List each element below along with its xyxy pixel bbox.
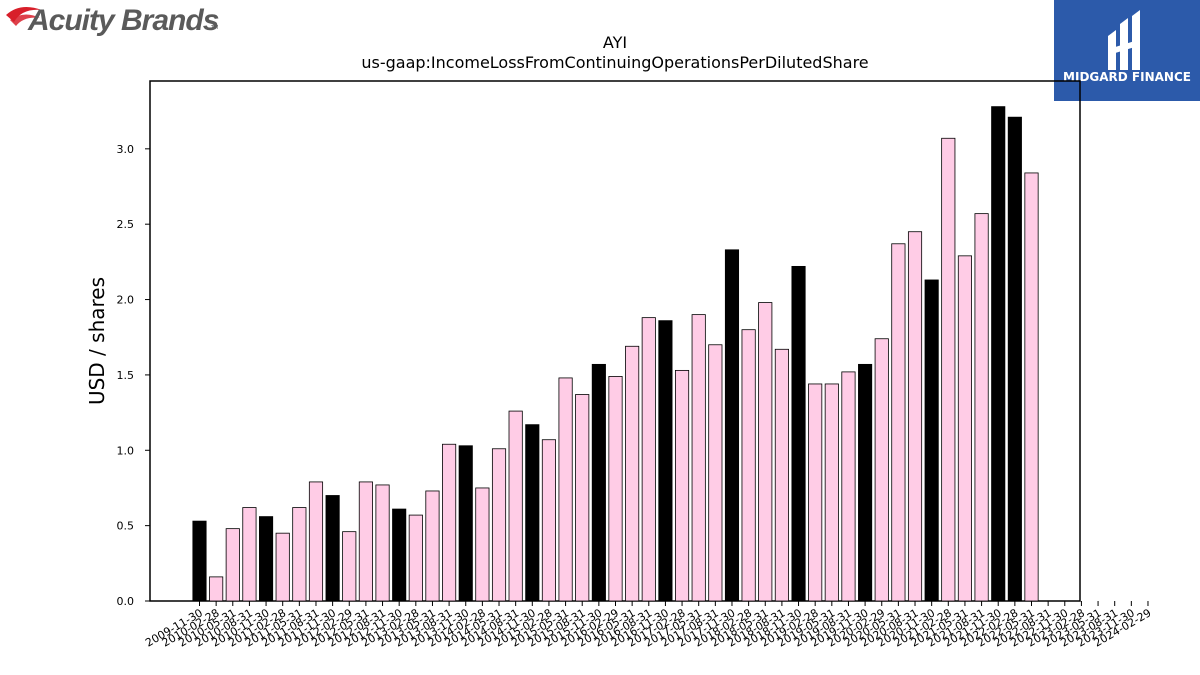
bar-quarterly [541,439,556,602]
bar-quarterly [575,394,590,602]
chart-title: AYI [603,33,627,52]
bar-quarterly [957,255,972,602]
bar-quarterly [691,314,706,602]
bars [192,106,1039,602]
bar-quarterly [824,383,839,602]
bar-quarterly [275,532,290,602]
bar-quarterly [308,481,324,602]
bar-quarterly [342,531,357,602]
acuity-swoosh-icon-secondary [10,14,40,26]
bar-quarterly [508,410,523,602]
bar-quarterly [891,243,906,602]
y-tick-label: 3.0 [117,143,135,156]
y-tick-label: 0.0 [117,595,135,608]
y-tick-label: 2.0 [117,294,135,307]
y-tick-label: 0.5 [117,520,135,533]
y-axis-ticks: 0.0 0.5 1.0 1.5 2.0 2.5 3.0 [117,143,150,608]
bar-annual [325,495,340,602]
acuity-brands-logo: Acuity Brands TM [6,4,220,37]
bar-annual [392,508,407,602]
bar-quarterly [974,213,989,602]
bar-quarterly [675,369,690,602]
bar-quarterly [425,490,440,602]
bar-quarterly [442,443,457,602]
bar-quarterly [941,137,956,602]
y-axis-label: USD / shares [85,277,109,405]
midgard-brand-name: MIDGARD FINANCE [1063,70,1191,84]
bar-annual [724,249,740,602]
bar-quarterly [608,376,623,602]
bar-quarterly [874,338,889,602]
bar-quarterly [225,528,240,602]
bar-annual [192,520,207,602]
logo-trademark: TM [210,25,218,31]
midgard-mark-icon [1108,10,1140,70]
bar-quarterly [1024,172,1039,602]
bar-annual [259,516,274,602]
bar-quarterly [741,329,756,602]
logo-company-name: Acuity Brands [27,4,219,37]
chart-subtitle: us-gaap:IncomeLossFromContinuingOperatio… [361,53,868,72]
bar-annual [525,424,540,602]
bar-quarterly [242,507,257,602]
bar-annual [991,106,1006,602]
x-axis-ticks: 2009-11-302010-02-282010-05-312010-08-31… [143,601,1153,650]
bar-quarterly [774,348,789,602]
bar-quarterly [209,576,224,602]
bar-annual [1007,116,1022,602]
bar-quarterly [625,345,640,602]
bar-quarterly [758,302,773,602]
bar-quarterly [475,487,490,602]
bar-quarterly [358,481,373,602]
bar-quarterly [408,514,423,602]
bar-quarterly [907,231,923,602]
bar-quarterly [808,383,823,602]
bar-quarterly [841,371,856,602]
bar-quarterly [292,507,307,602]
bar-annual [858,363,873,602]
bar-annual [924,279,939,602]
y-tick-label: 1.5 [117,369,135,382]
bar-quarterly [558,377,573,602]
bar-annual [658,320,673,602]
midgard-finance-logo: MIDGARD FINANCE [1054,0,1200,101]
bar-annual [591,363,606,602]
bar-annual [458,445,473,602]
bar-annual [791,265,806,602]
bar-quarterly [375,484,390,602]
y-tick-label: 1.0 [117,444,135,457]
bar-quarterly [641,317,656,602]
y-tick-label: 2.5 [117,218,135,231]
bar-quarterly [491,448,507,602]
bar-quarterly [708,344,723,602]
